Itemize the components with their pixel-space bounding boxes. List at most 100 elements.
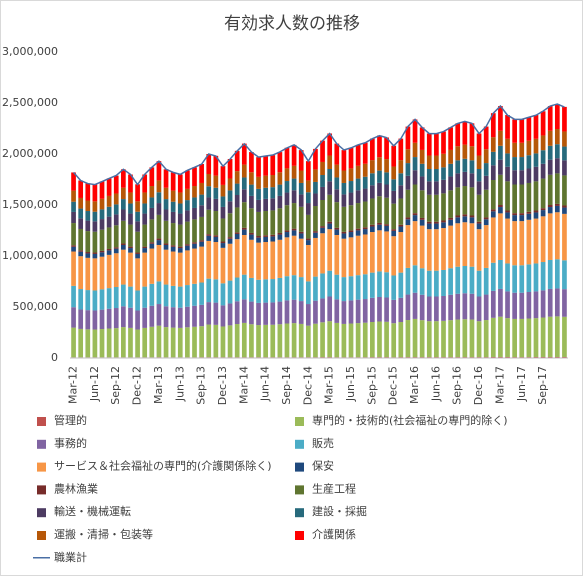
- bar-segment: [113, 328, 119, 358]
- bar-segment: [277, 208, 283, 233]
- legend-swatch: [37, 531, 46, 540]
- bar-segment: [554, 212, 560, 260]
- y-tick-label: 1,500,000: [2, 198, 58, 211]
- bar-segment: [419, 320, 425, 358]
- bar-segment: [526, 292, 532, 319]
- bar-segment: [348, 276, 354, 301]
- bar-segment: [334, 274, 340, 300]
- bar-segment: [519, 292, 525, 319]
- bar-segment: [512, 142, 517, 158]
- bar-segment: [391, 145, 397, 167]
- bar-segment: [249, 324, 254, 358]
- x-tick-label: Mar-15: [323, 366, 336, 404]
- bar-segment: [540, 216, 546, 263]
- bar-segment: [99, 198, 105, 210]
- bar-segment: [206, 173, 212, 187]
- bar-segment: [199, 216, 204, 241]
- bar-segment: [206, 235, 212, 241]
- bar-segment: [562, 175, 567, 206]
- legend-swatch: [295, 485, 304, 495]
- x-tick-label: Sep-16: [451, 366, 464, 405]
- bar-segment: [533, 356, 539, 358]
- bar-segment: [526, 211, 532, 214]
- bar-segment: [170, 307, 176, 328]
- bar-segment: [348, 205, 354, 231]
- bar-segment: [227, 243, 233, 281]
- bar-segment: [113, 287, 119, 309]
- bar-segment: [419, 294, 425, 321]
- x-tick-label: Jun-17: [515, 366, 528, 402]
- bar-segment: [142, 174, 148, 193]
- bar-segment: [249, 195, 254, 209]
- bar-segment: [256, 242, 261, 280]
- bar-segment: [377, 321, 382, 358]
- bar-segment: [384, 172, 389, 185]
- bar-segment: [370, 160, 375, 174]
- bar-segment: [305, 281, 311, 305]
- bar-segment: [434, 155, 439, 169]
- bar-segment: [277, 172, 283, 185]
- y-tick-label: 3,000,000: [2, 45, 58, 58]
- bar-segment: [441, 179, 446, 194]
- bar-segment: [220, 283, 226, 306]
- bar-segment: [455, 123, 461, 147]
- bar-segment: [128, 248, 133, 253]
- bar-segment: [192, 305, 197, 327]
- y-tick-label: 2,000,000: [2, 147, 58, 160]
- bar-segment: [256, 157, 261, 177]
- bar-segment: [298, 323, 304, 358]
- bar-segment: [121, 244, 126, 250]
- bar-segment: [78, 309, 84, 329]
- bar-segment: [71, 223, 76, 246]
- bar-segment: [398, 232, 404, 273]
- bar-segment: [334, 202, 340, 228]
- bar-segment: [206, 240, 212, 279]
- bar-segment: [441, 167, 446, 180]
- bar-segment: [270, 175, 276, 188]
- bar-segment: [320, 200, 325, 227]
- bar-segment: [199, 246, 204, 283]
- bar-segment: [334, 299, 340, 323]
- bar-segment: [177, 224, 183, 247]
- bar-segment: [213, 198, 219, 212]
- bar-segment: [99, 219, 105, 230]
- bar-segment: [391, 166, 397, 180]
- bar-segment: [220, 166, 226, 185]
- bar-segment: [227, 237, 233, 239]
- bar-segment: [284, 192, 290, 206]
- bar-segment: [199, 205, 204, 217]
- y-tick-label: 0: [51, 351, 58, 364]
- bar-segment: [448, 219, 453, 226]
- bar-segment: [540, 290, 546, 318]
- bar-segment: [170, 211, 176, 224]
- bar-segment: [455, 215, 461, 218]
- bar-segment: [106, 206, 112, 217]
- bar-segment: [441, 295, 446, 321]
- bar-segment: [149, 167, 155, 187]
- bar-segment: [426, 194, 432, 222]
- bar-segment: [234, 183, 240, 196]
- legend-label: 輸送・機械運転: [54, 504, 131, 518]
- bar-segment: [533, 138, 539, 154]
- bar-segment: [71, 201, 76, 212]
- bar-segment: [562, 356, 567, 358]
- bar-segment: [320, 140, 325, 162]
- bar-segment: [362, 229, 368, 235]
- bar-segment: [113, 308, 119, 329]
- bar-segment: [170, 285, 176, 308]
- bar-segment: [128, 246, 133, 249]
- bar-segment: [490, 209, 496, 212]
- bar-segment: [249, 234, 254, 240]
- bar-segment: [249, 184, 254, 196]
- bar-segment: [149, 248, 155, 284]
- bar-segment: [135, 252, 140, 254]
- bar-segment: [177, 286, 183, 308]
- bar-segment: [505, 210, 510, 213]
- bar-segment: [341, 182, 347, 195]
- bar-segment: [505, 166, 510, 182]
- x-tick-label: Sep-12: [109, 366, 122, 405]
- bar-segment: [71, 246, 76, 252]
- bar-segment: [341, 238, 347, 278]
- bar-segment: [540, 262, 546, 291]
- bar-segment: [391, 203, 397, 230]
